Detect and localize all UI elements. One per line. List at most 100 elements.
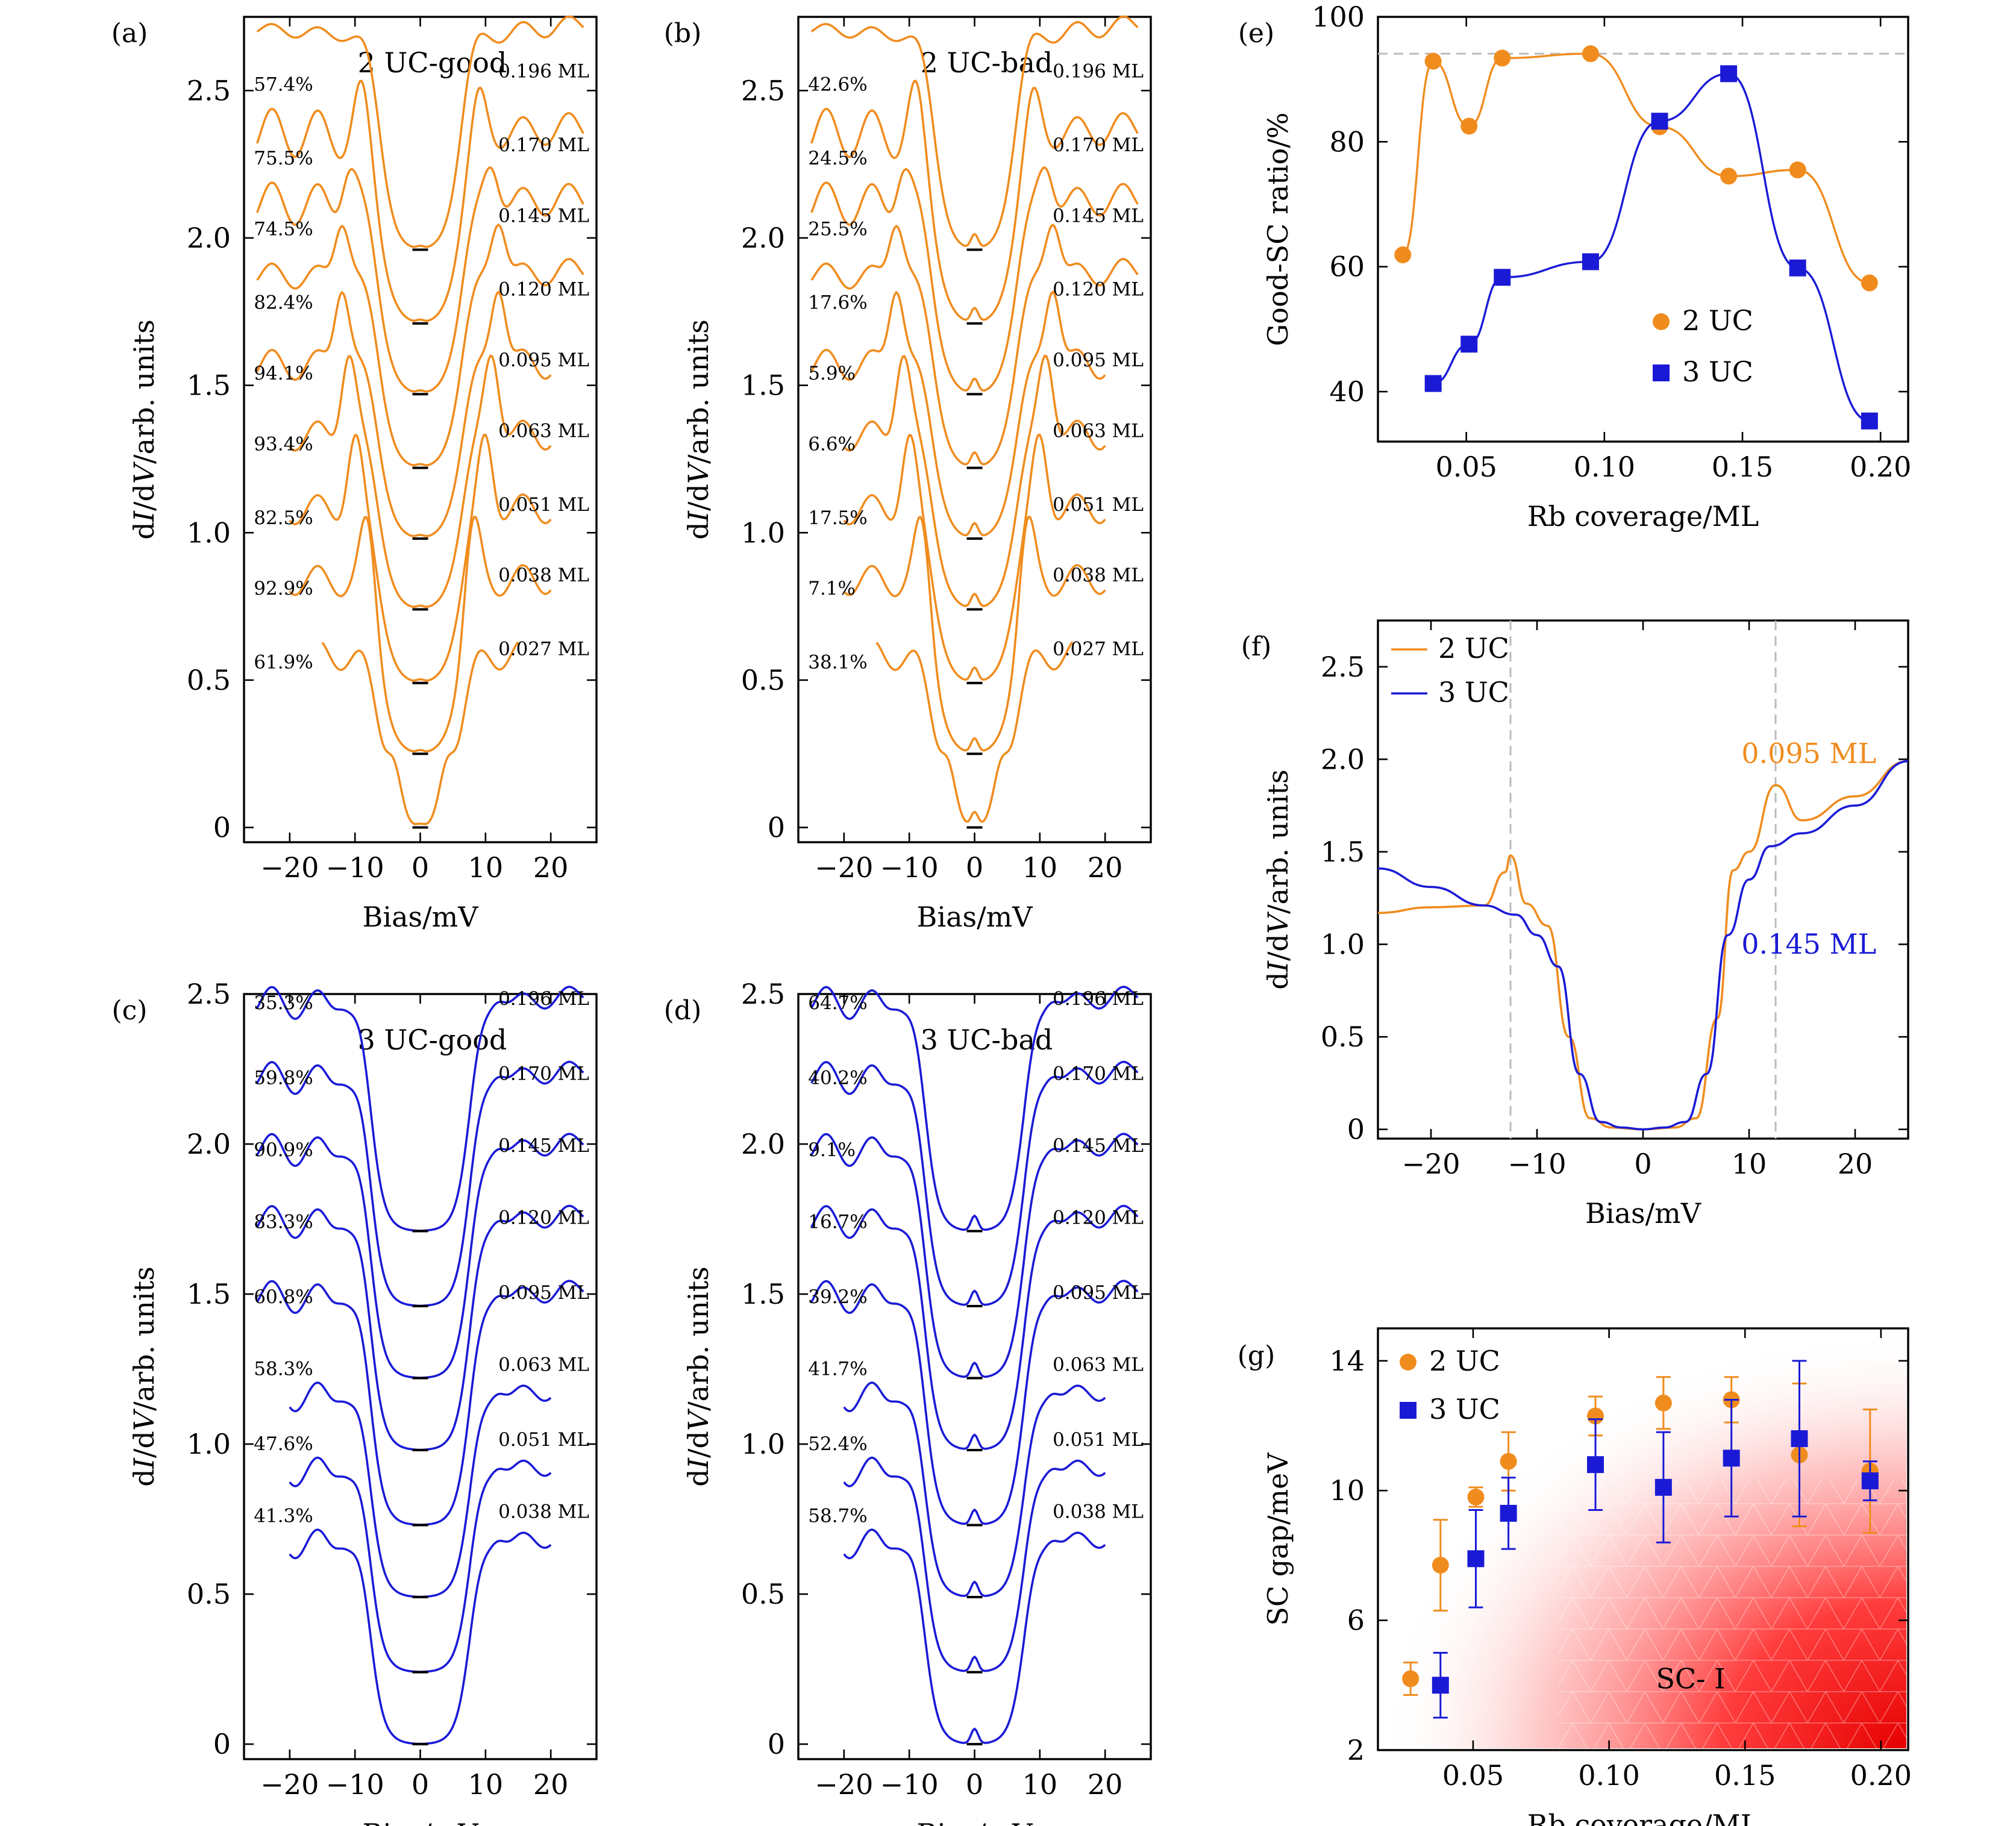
- coverage-label: 0.196 ML: [1053, 61, 1144, 83]
- x-tick-label: 0.05: [1442, 1759, 1504, 1792]
- data-point: [1467, 1550, 1485, 1568]
- legend-label: 3 UC: [1438, 676, 1509, 708]
- y-tick-label: 100: [1312, 1, 1365, 33]
- y-tick-label: 2.5: [187, 978, 231, 1010]
- annotation: 0.095 ML: [1741, 737, 1876, 770]
- coverage-label: 0.170 ML: [1053, 134, 1144, 156]
- good-ratio-label: 35.3%: [254, 992, 313, 1014]
- x-tick-label: −10: [880, 851, 939, 884]
- panel-label: (d): [664, 995, 702, 1026]
- coverage-label: 0.051 ML: [498, 494, 589, 516]
- y-tick-label: 1.5: [741, 369, 785, 402]
- y-axis-label: dI/dV/arb. units: [128, 319, 160, 539]
- panel-label: (a): [111, 18, 148, 49]
- panel-label: (c): [112, 995, 148, 1026]
- panel-label: (g): [1238, 1340, 1276, 1371]
- x-axis-label: Bias/mV: [1585, 1197, 1701, 1230]
- coverage-label: 0.095 ML: [498, 349, 589, 371]
- y-tick-label: 6: [1347, 1604, 1365, 1637]
- x-tick-label: −20: [815, 1768, 873, 1801]
- x-tick-label: 20: [1088, 1768, 1123, 1801]
- y-tick-label: 1.0: [187, 1428, 231, 1460]
- legend-marker: [1653, 313, 1670, 330]
- x-tick-label: 10: [468, 1768, 504, 1801]
- spectrum-line: [255, 80, 584, 322]
- coverage-label: 0.051 ML: [1053, 494, 1144, 516]
- x-tick-label: 0.15: [1714, 1759, 1776, 1792]
- y-tick-label: 10: [1329, 1474, 1365, 1507]
- good-ratio-label: 17.5%: [808, 507, 867, 529]
- panel-title: 3 UC-bad: [921, 1024, 1053, 1056]
- y-tick-label: 0.5: [741, 664, 785, 696]
- coverage-label: 0.145 ML: [498, 205, 589, 227]
- coverage-label: 0.063 ML: [1053, 420, 1144, 442]
- good-ratio-label: 17.6%: [808, 292, 867, 314]
- data-point: [1789, 161, 1806, 179]
- x-tick-label: 0: [412, 851, 429, 884]
- y-tick-label: 2.0: [187, 1128, 231, 1160]
- coverage-label: 0.027 ML: [498, 639, 589, 660]
- panel-g: 0.05 0.10 0.15 0.20 2 6 10 14 Rb coverage/ML SC g…: [1238, 1327, 1912, 1826]
- data-point: [1394, 246, 1412, 264]
- spectrum-line: [256, 1060, 584, 1307]
- x-tick-label: −10: [1507, 1148, 1566, 1180]
- legend-label: 2 UC: [1438, 632, 1509, 664]
- spectrum-line: [875, 641, 1074, 823]
- coverage-label: 0.120 ML: [498, 1207, 589, 1228]
- coverage-label: 0.038 ML: [1053, 564, 1144, 586]
- y-tick-label: 2.5: [741, 74, 785, 107]
- x-tick-label: −10: [326, 851, 384, 884]
- x-axis-label: Bias/mV: [917, 901, 1033, 933]
- y-tick-label: 60: [1329, 251, 1365, 283]
- spectrum-line: [289, 354, 552, 608]
- coverage-label: 0.196 ML: [1053, 988, 1144, 1010]
- x-tick-label: 0.20: [1850, 1759, 1912, 1792]
- coverage-label: 0.027 ML: [1053, 639, 1144, 660]
- spectrum-line: [843, 516, 1106, 752]
- coverage-label: 0.038 ML: [498, 1501, 589, 1523]
- legend-label: 3 UC: [1429, 1393, 1500, 1425]
- good-ratio-label: 39.2%: [808, 1286, 867, 1308]
- spectrum-line: [810, 1280, 1139, 1525]
- x-tick-label: 0.10: [1578, 1759, 1639, 1792]
- x-tick-label: 10: [1732, 1148, 1767, 1180]
- legend-marker: [1400, 1354, 1417, 1371]
- annotation: 0.145 ML: [1741, 928, 1876, 960]
- y-tick-label: 1.5: [741, 1278, 785, 1310]
- good-ratio-label: 5.9%: [808, 363, 856, 384]
- y-tick-label: 40: [1329, 375, 1365, 408]
- spectrum-line: [289, 1381, 552, 1598]
- y-tick-label: 0.5: [187, 1578, 231, 1610]
- y-tick-label: 0: [213, 811, 231, 844]
- good-ratio-label: 40.2%: [808, 1067, 867, 1089]
- axes-frame: [1377, 1327, 1909, 1751]
- legend-label: 2 UC: [1429, 1345, 1500, 1377]
- good-ratio-label: 93.4%: [254, 433, 313, 455]
- data-point: [1402, 1670, 1420, 1687]
- x-axis-label: Rb coverage/ML: [1527, 500, 1759, 533]
- spectrum-line: [256, 166, 584, 393]
- x-tick-label: 20: [533, 851, 569, 884]
- spectrum-line: [289, 516, 552, 752]
- data-point: [1654, 1478, 1672, 1496]
- y-tick-label: 1.0: [1321, 928, 1365, 961]
- good-ratio-label: 52.4%: [808, 1433, 867, 1455]
- spectrum-line: [843, 433, 1106, 681]
- y-axis-label: dI/dV/arb. units: [128, 1266, 160, 1486]
- good-ratio-label: 58.3%: [254, 1359, 313, 1380]
- y-axis-label: Good-SC ratio/%: [1262, 113, 1294, 346]
- axes-frame: [1377, 16, 1909, 443]
- x-tick-label: 10: [1022, 1768, 1058, 1801]
- x-tick-label: 0: [966, 851, 983, 884]
- data-point: [1587, 1407, 1604, 1425]
- data-point: [1460, 336, 1478, 353]
- panel-c: −20−10 0 10 20 0 0.5 1.0 1.5 2.0 2.5 Bias/mV dI/dV/…: [112, 978, 598, 1826]
- x-tick-label: 0: [1634, 1148, 1651, 1180]
- y-tick-label: 1.0: [741, 516, 785, 549]
- y-axis-label: dI/dV/arb. units: [682, 319, 715, 539]
- y-tick-label: 80: [1329, 125, 1365, 158]
- legend-label: 2 UC: [1682, 304, 1753, 337]
- good-ratio-label: 61.9%: [254, 652, 313, 674]
- x-tick-label: 0.10: [1574, 451, 1635, 483]
